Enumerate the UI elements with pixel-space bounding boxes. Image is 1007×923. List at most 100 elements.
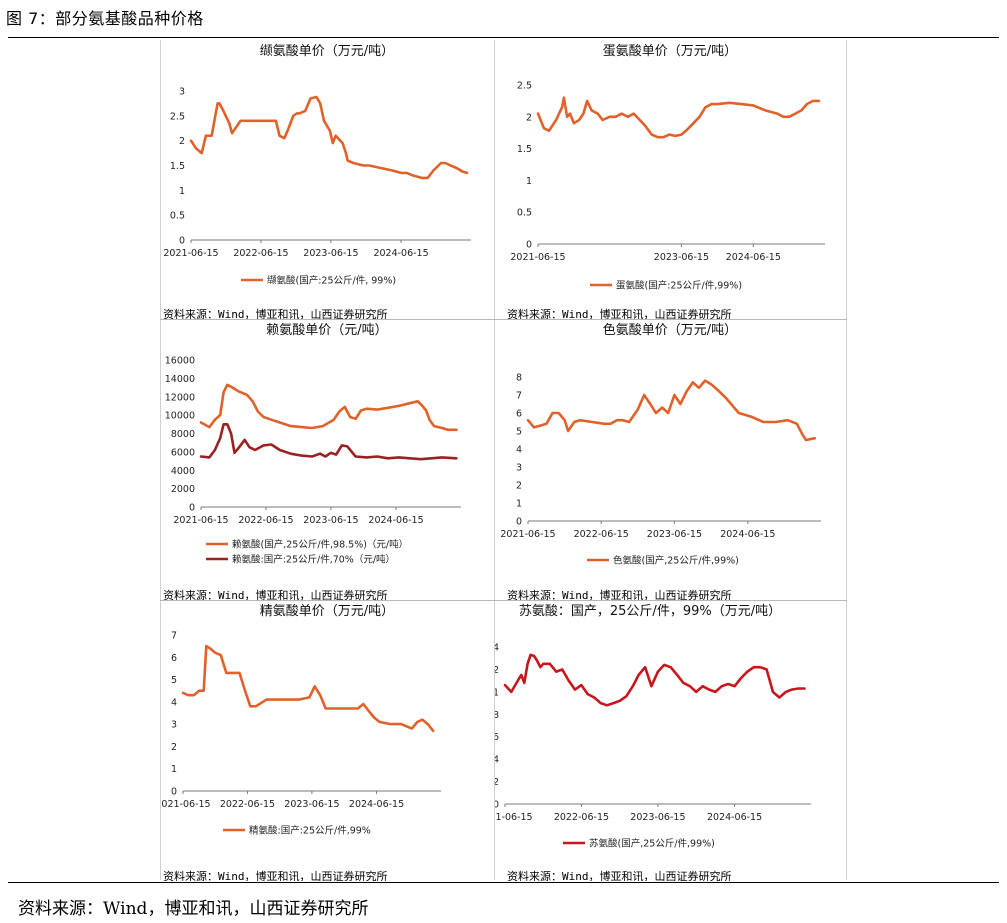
y-tick-label: 8000 [171, 429, 195, 440]
y-tick-label: 10000 [165, 411, 195, 422]
y-tick-label: 2 [526, 112, 532, 123]
x-tick-label: 2023-06-15 [647, 529, 702, 540]
chart-panel-methionine: 蛋氨酸单价（万元/吨） 0 0.5 1 1.5 2 2.5 2021-06-15 2023-06… [495, 40, 846, 319]
y-tick-label: 0.5 [517, 208, 532, 219]
figure-title: 图 7：部分氨基酸品种价格 [6, 9, 204, 28]
y-tick-label: 2.5 [170, 111, 185, 122]
y-tick-label: 0 [189, 503, 195, 514]
y-tick-label: 6 [171, 653, 177, 664]
legend-label-0: 苏氨酸(国产,25公斤/件,99%) [589, 838, 715, 850]
legend-label-0: 蛋氨酸(国产:25公斤/件,99%) [616, 280, 742, 292]
y-tick-label: 3 [516, 463, 522, 474]
y-tick-label: 1.4 [495, 643, 499, 654]
y-tick-label: 2000 [171, 484, 195, 495]
y-tick-label: 12000 [165, 392, 195, 403]
chart-source-lysine: 资料来源：Wind，博亚和讯，山西证券研究所 [163, 589, 388, 600]
chart-svg-valine: 缬氨酸单价（万元/吨） 0 0.5 1 1.5 2 2.5 3 2021-06-15 2022-0… [163, 44, 471, 287]
x-tick-label: 2022-06-15 [238, 515, 293, 526]
legend-label-0: 缬氨酸(国产:25公斤/件, 99%) [267, 275, 396, 287]
y-tick-label: 0 [495, 800, 499, 811]
chart-svg-tryptophan: 色氨酸单价（万元/吨） 0 1 2 3 4 5 6 7 8 2021-06-15 2022-06-15… [500, 322, 821, 567]
grid-divider-left [160, 40, 161, 880]
y-tick-label: 0 [516, 517, 522, 528]
legend-label-0: 精氨酸:国产:25公斤/件,99% [249, 825, 371, 837]
y-tick-label: 1.5 [517, 144, 532, 155]
x-tick-label: 2024-06-15 [373, 248, 428, 259]
y-tick-label: 2 [171, 742, 177, 753]
x-tick-label: 2021-06-15 [163, 248, 218, 259]
chart-title: 精氨酸单价（万元/吨） [260, 604, 394, 619]
y-tick-label: 14000 [165, 374, 195, 385]
x-tick-label: 2024-06-15 [720, 529, 775, 540]
row-divider-2 [160, 600, 847, 601]
series-line-0 [503, 653, 806, 707]
y-tick-label: 7 [171, 631, 177, 642]
y-tick-label: 2.5 [517, 81, 532, 92]
x-tick-label: 2023-06-15 [303, 248, 358, 259]
x-tick-label: 2021-06-15 [510, 252, 565, 263]
x-tick-label: 2023-06-15 [284, 799, 339, 810]
y-tick-label: 1 [516, 499, 522, 510]
chart-title: 缬氨酸单价（万元/吨） [260, 44, 394, 59]
y-tick-label: 2 [179, 136, 185, 147]
y-tick-label: 2 [516, 481, 522, 492]
x-tick-label: 2024-06-15 [368, 515, 423, 526]
series-line-0 [536, 96, 821, 139]
y-tick-label: 0.5 [170, 211, 185, 222]
legend-label-0: 赖氨酸(国产,25公斤/件,98.5%)（元/吨） [232, 539, 408, 551]
y-tick-label: 5 [516, 427, 522, 438]
y-tick-label: 6 [516, 409, 522, 420]
row-divider-1 [160, 319, 847, 320]
series-line-1 [199, 423, 458, 461]
grid-divider-middle [494, 40, 495, 880]
x-tick-label: 2021-06-15 [495, 812, 533, 823]
x-tick-label: 2021-06-15 [173, 515, 228, 526]
y-tick-label: 1.2 [495, 665, 499, 676]
chart-panel-valine: 缬氨酸单价（万元/吨） 0 0.5 1 1.5 2 2.5 3 2021-06-15 2022-0… [161, 40, 494, 319]
chart-source-methionine: 资料来源：Wind，博亚和讯，山西证券研究所 [507, 308, 732, 319]
series-line-0 [181, 644, 435, 733]
series-line-0 [189, 95, 469, 180]
y-tick-label: 7 [516, 391, 522, 402]
x-tick-label: 2023-06-15 [630, 812, 685, 823]
y-tick-label: 0.2 [495, 777, 499, 788]
y-tick-label: 3 [179, 87, 185, 98]
legend-label-1: 赖氨酸:国产:25公斤/件,70%（元/吨） [232, 554, 395, 566]
x-tick-label: 2021-06-15 [500, 529, 555, 540]
y-tick-label: 1 [495, 687, 499, 698]
chart-source-arginine: 资料来源：Wind，博亚和讯，山西证券研究所 [163, 870, 388, 881]
y-tick-label: 3 [171, 720, 177, 731]
y-tick-label: 1.5 [170, 161, 185, 172]
chart-panel-threonine: 苏氨酸：国产，25公斤/件，99%（万元/吨） 0 0.2 0.4 0.6 0.8 1 1.2… [495, 601, 846, 881]
grid-divider-right [846, 40, 847, 880]
chart-source-threonine: 资料来源：Wind，博亚和讯，山西证券研究所 [507, 870, 732, 881]
y-tick-label: 0.8 [495, 710, 499, 721]
y-tick-label: 4 [516, 445, 522, 456]
x-tick-label: 2024-06-15 [349, 799, 404, 810]
y-tick-label: 0.6 [495, 732, 499, 743]
chart-svg-arginine: 精氨酸单价（万元/吨） 0 1 2 3 4 5 6 7 2021-06-15 2022-06-15 2… [161, 604, 441, 837]
chart-panel-tryptophan: 色氨酸单价（万元/吨） 0 1 2 3 4 5 6 7 8 2021-06-15 2022-06-15… [495, 320, 846, 600]
y-tick-label: 1 [171, 764, 177, 775]
x-tick-label: 2022-06-15 [220, 799, 275, 810]
chart-title: 蛋氨酸单价（万元/吨） [603, 44, 737, 59]
top-rule [8, 37, 999, 38]
chart-title: 色氨酸单价（万元/吨） [603, 322, 737, 338]
chart-source-valine: 资料来源：Wind，博亚和讯，山西证券研究所 [163, 308, 388, 319]
y-tick-label: 8 [516, 373, 522, 384]
y-tick-label: 0 [526, 240, 532, 251]
bottom-rule [8, 882, 999, 883]
x-tick-label: 2022-06-15 [574, 529, 629, 540]
chart-svg-threonine: 苏氨酸：国产，25公斤/件，99%（万元/吨） 0 0.2 0.4 0.6 0.8 1 1.2… [495, 603, 811, 850]
y-tick-label: 0.4 [495, 755, 499, 766]
y-tick-label: 4000 [171, 466, 195, 477]
y-tick-label: 5 [171, 675, 177, 686]
y-tick-label: 16000 [165, 356, 195, 367]
x-tick-label: 2023-06-15 [303, 515, 358, 526]
x-tick-label: 2021-06-15 [161, 799, 211, 810]
x-tick-label: 2024-06-15 [707, 812, 762, 823]
y-tick-label: 1 [526, 176, 532, 187]
x-tick-label: 2023-06-15 [654, 252, 709, 263]
x-tick-label: 2024-06-15 [726, 252, 781, 263]
chart-source-tryptophan: 资料来源：Wind，博亚和讯，山西证券研究所 [507, 589, 732, 600]
